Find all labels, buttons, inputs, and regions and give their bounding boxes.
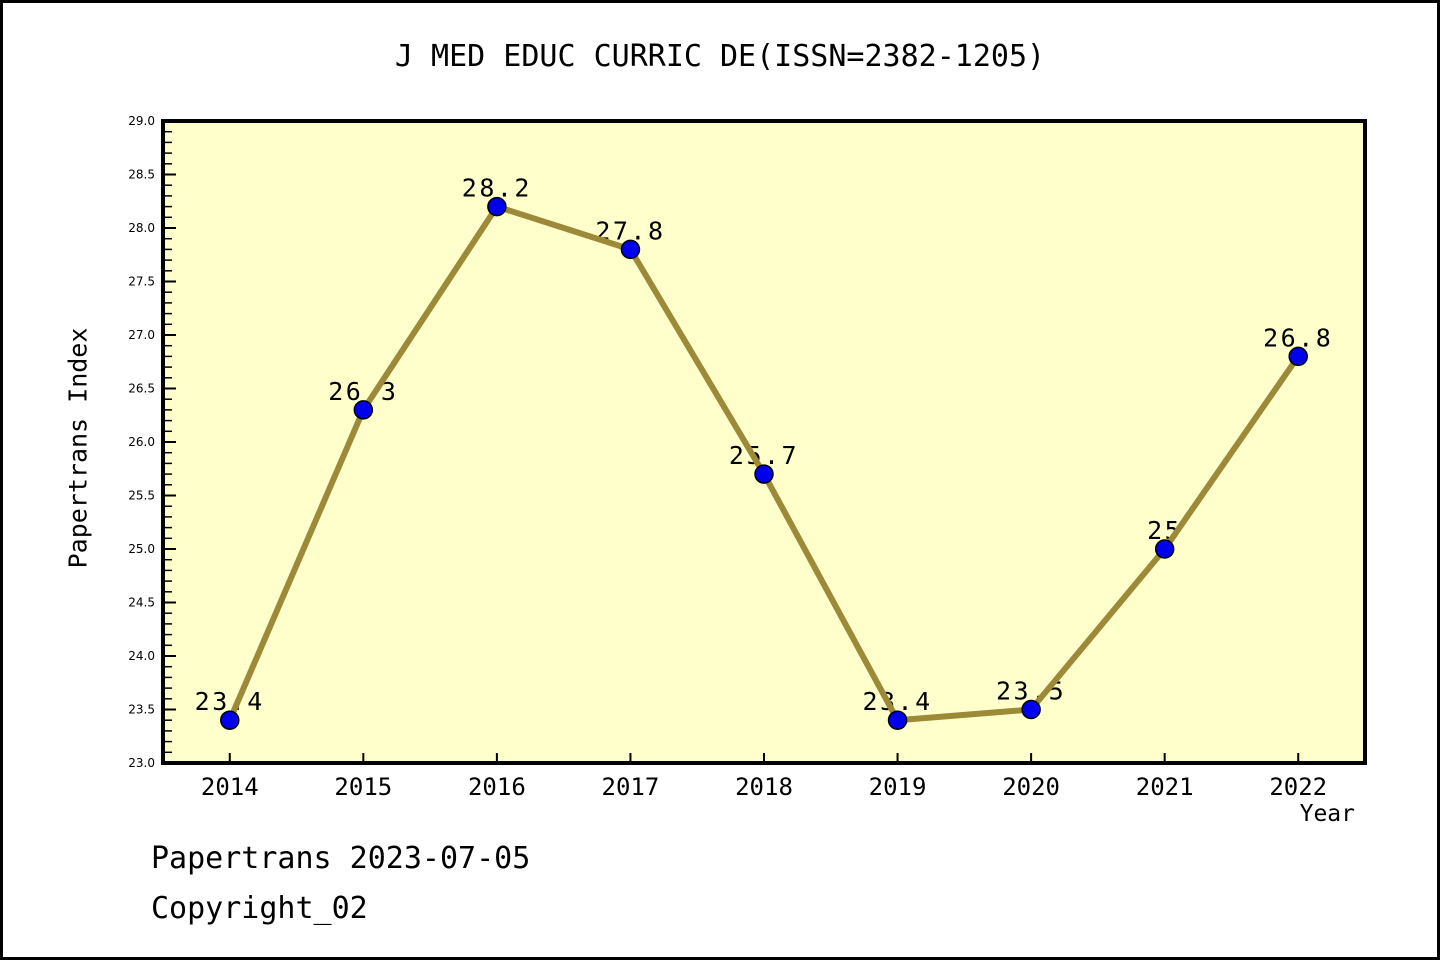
x-tick-label: 2022: [1269, 773, 1327, 801]
y-tick-label: 27.5: [128, 275, 155, 289]
data-point: [887, 710, 908, 730]
y-tick-label: 28.5: [128, 168, 155, 182]
x-tick-label: 2015: [334, 773, 392, 801]
data-point: [487, 196, 507, 217]
y-tick-label: 26.5: [128, 382, 155, 396]
y-tick-label: 24.0: [128, 649, 155, 663]
footer-copyright: Copyright_02: [151, 891, 368, 926]
y-tick-label: 28.0: [128, 221, 155, 235]
y-tick-label: 29.0: [128, 114, 155, 128]
x-tick-label: 2017: [602, 773, 660, 801]
line-chart: 23.0 23.5 24.0 24.5 25.0 25.5 26.0 26.5 27.0 27.5…: [128, 114, 1367, 801]
chart-title: J MED EDUC CURRIC DE(ISSN=2382-1205): [394, 39, 1046, 74]
data-point: [220, 710, 240, 730]
data-point: [1021, 699, 1041, 720]
y-tick-label: 25.0: [128, 542, 155, 556]
x-tick-label: 2018: [735, 773, 793, 801]
x-tick-label: 2019: [869, 773, 927, 801]
y-tick-label: 24.5: [128, 596, 155, 610]
x-tick-label: 2014: [201, 773, 259, 801]
data-point: [620, 239, 641, 260]
data-point: [353, 400, 374, 420]
y-tick-label: 27.0: [128, 328, 155, 342]
x-axis-title: Year: [1299, 801, 1355, 827]
x-tick-label: 2016: [468, 773, 526, 801]
footer-credit: Papertrans 2023-07-05: [151, 841, 531, 876]
x-tick-label: 2020: [1002, 773, 1060, 801]
y-tick-label: 25.5: [128, 489, 155, 503]
y-tick-label: 23.0: [128, 756, 155, 770]
y-tick-label: 26.0: [128, 435, 155, 449]
data-point: [754, 464, 774, 484]
y-tick-label: 23.5: [128, 703, 155, 717]
x-tick-label: 2021: [1136, 773, 1194, 801]
y-axis-title: Papertrans Index: [63, 327, 93, 569]
data-point: [1154, 539, 1175, 559]
plot-area: [161, 119, 1367, 765]
data-point: [1288, 346, 1308, 367]
